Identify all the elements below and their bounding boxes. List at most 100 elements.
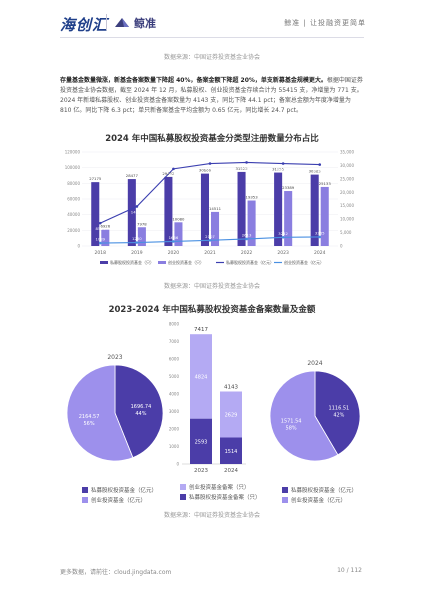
line2-data-label: 3242 [278, 231, 288, 236]
body-paragraph: 存量基金数量微涨，新基金备案数量下降超 40%，备案金额下降超 20%，单支新募… [60, 76, 364, 116]
legend-swatch-light [82, 497, 88, 503]
line2-data-label: 1089 [95, 237, 105, 242]
page-header: 海创汇 鲸准 鲸准 | 让投融资更简单 [0, 0, 424, 40]
point-vc-amount [281, 235, 285, 239]
bar-data-label: 25133 [319, 181, 332, 186]
legend-right-1: 私募股权投资基金（亿元） [282, 486, 357, 494]
right-tick-label: 10,000 [340, 217, 354, 222]
stack-tick-label: 3000 [169, 409, 180, 414]
line-data-label: 8514 [95, 226, 105, 231]
pie-value-label: 1116.51 [329, 405, 350, 411]
point-pe-amount [208, 162, 212, 165]
legend-swatch-dark [180, 494, 186, 500]
line-data-label: 30308 [314, 168, 327, 173]
stack-tick-label: 5000 [169, 374, 180, 379]
stack-value-label: 1514 [225, 449, 238, 455]
x-tick-label: 2018 [95, 250, 107, 256]
legend-swatch-dark [82, 487, 88, 493]
point-vc-amount [245, 237, 248, 241]
stack-tick-label: 0 [176, 462, 179, 467]
bar-vc-count [284, 191, 293, 246]
bar-vc-count [174, 222, 183, 246]
bar-data-label: 29402 [162, 171, 175, 176]
pie-slice-2024 [314, 370, 361, 456]
bar-data-label: 27175 [89, 176, 102, 181]
point-vc-amount [98, 241, 102, 245]
line-data-label: 14713 [131, 209, 144, 214]
footer-link[interactable]: 更多数据，请前往：cloud.jingdata.com [60, 569, 172, 576]
stack-x-label: 2024 [224, 468, 238, 474]
line2-data-label: 1686 [169, 235, 179, 240]
pie-pct-label: 58% [286, 426, 297, 432]
pie-value-label: 1696.74 [131, 404, 152, 410]
bar-pe-count [91, 182, 100, 246]
stack-value-label: 4824 [195, 374, 208, 380]
bar-data-label: 23389 [282, 185, 295, 190]
pie-year-label: 2023 [107, 354, 122, 361]
stack-tick-label: 8000 [169, 322, 180, 327]
line-data-label: 31115 [241, 165, 254, 170]
stack-tick-label: 4000 [169, 392, 180, 397]
chart2-source: 数据来源：中国证券投资基金业协会 [163, 512, 260, 519]
bar-vc-count [101, 229, 110, 246]
bar-vc-count [247, 200, 256, 246]
bar-data-label: 14511 [209, 206, 222, 211]
stack-value-label: 2593 [195, 439, 208, 445]
bar-data-label: 30800 [199, 168, 212, 173]
legend-mid-1: 创业投资基金备案（只） [180, 483, 250, 491]
bar-vc-count [137, 227, 146, 246]
legend-swatch [100, 261, 108, 264]
legend-label: 创业投资基金备案（只） [189, 485, 250, 491]
point-vc-amount [135, 241, 139, 244]
bar-vc-count [211, 211, 220, 246]
left-tick-label: 100000 [65, 165, 81, 170]
right-tick-label: 25,000 [340, 176, 354, 181]
point-pe-amount [245, 161, 248, 164]
legend-swatch-light [282, 497, 288, 503]
right-tick-label: 20,000 [340, 190, 354, 195]
header-divider [106, 14, 107, 30]
left-tick-label: 120000 [65, 150, 81, 155]
chart1-combo-chart: 0 20000 40000 60000 80000 100000 120000 0 5,000 1… [65, 150, 355, 266]
legend-label: 创业投资基金（亿元） [284, 259, 324, 265]
pie-pct-label: 44% [135, 411, 146, 417]
legend-left-1: 私募股权投资基金（亿元） [82, 486, 157, 494]
chart1-source: 数据来源：中国证券投资基金业协会 [163, 283, 260, 290]
left-tick-label: 60000 [67, 197, 80, 202]
line-data-label: 30700 [277, 167, 290, 172]
pie-slice-2024 [269, 370, 339, 462]
bar-data-label: 28477 [126, 173, 139, 178]
right-tick-label: 35,000 [340, 150, 354, 155]
bar-pe-count [200, 173, 209, 246]
legend-label: 创业投资基金（亿元） [91, 498, 147, 504]
stack-total-label: 7417 [194, 327, 208, 333]
x-tick-label: 2020 [168, 250, 180, 256]
pie-value-label: 1571.54 [281, 419, 302, 425]
stack-bar-pe [190, 418, 212, 464]
pie-slice-2023 [114, 364, 164, 459]
line2-data-label: 3365 [315, 230, 325, 235]
bar-data-label: 31255 [272, 167, 285, 172]
pie-value-label: 2164.57 [79, 414, 100, 420]
bar-pe-count [310, 174, 319, 246]
paragraph-lead: 存量基金数量微涨，新基金备案数量下降超 40%，备案金额下降超 20%，单支新募… [60, 77, 327, 84]
stack-value-label: 2629 [225, 413, 238, 419]
legend-label: 私募股权投资基金（亿元） [291, 488, 358, 494]
line2-data-label: 1280 [132, 236, 142, 241]
bar-data-label: 7978 [137, 221, 147, 226]
legend-left-2: 创业投资基金（亿元） [82, 496, 146, 504]
bar-data-label: 19353 [246, 195, 259, 200]
chart2-title: 2023-2024 年中国私募股权投资基金备案数量及金额 [108, 305, 316, 315]
left-tick-label: 20000 [67, 228, 80, 233]
header-rule [60, 37, 364, 38]
bar-data-label: 31523 [236, 166, 249, 171]
page-number: 10 / 112 [337, 567, 362, 574]
legend-label: 私募股权投资基金（亿元） [226, 259, 274, 265]
legend-swatch [158, 261, 166, 264]
right-tick-label: 30,000 [340, 163, 354, 168]
stack-tick-label: 6000 [169, 357, 180, 362]
x-tick-label: 2019 [131, 250, 143, 256]
bar-data-label: 6926 [100, 224, 110, 229]
legend-right-2: 创业投资基金（亿元） [282, 496, 346, 504]
